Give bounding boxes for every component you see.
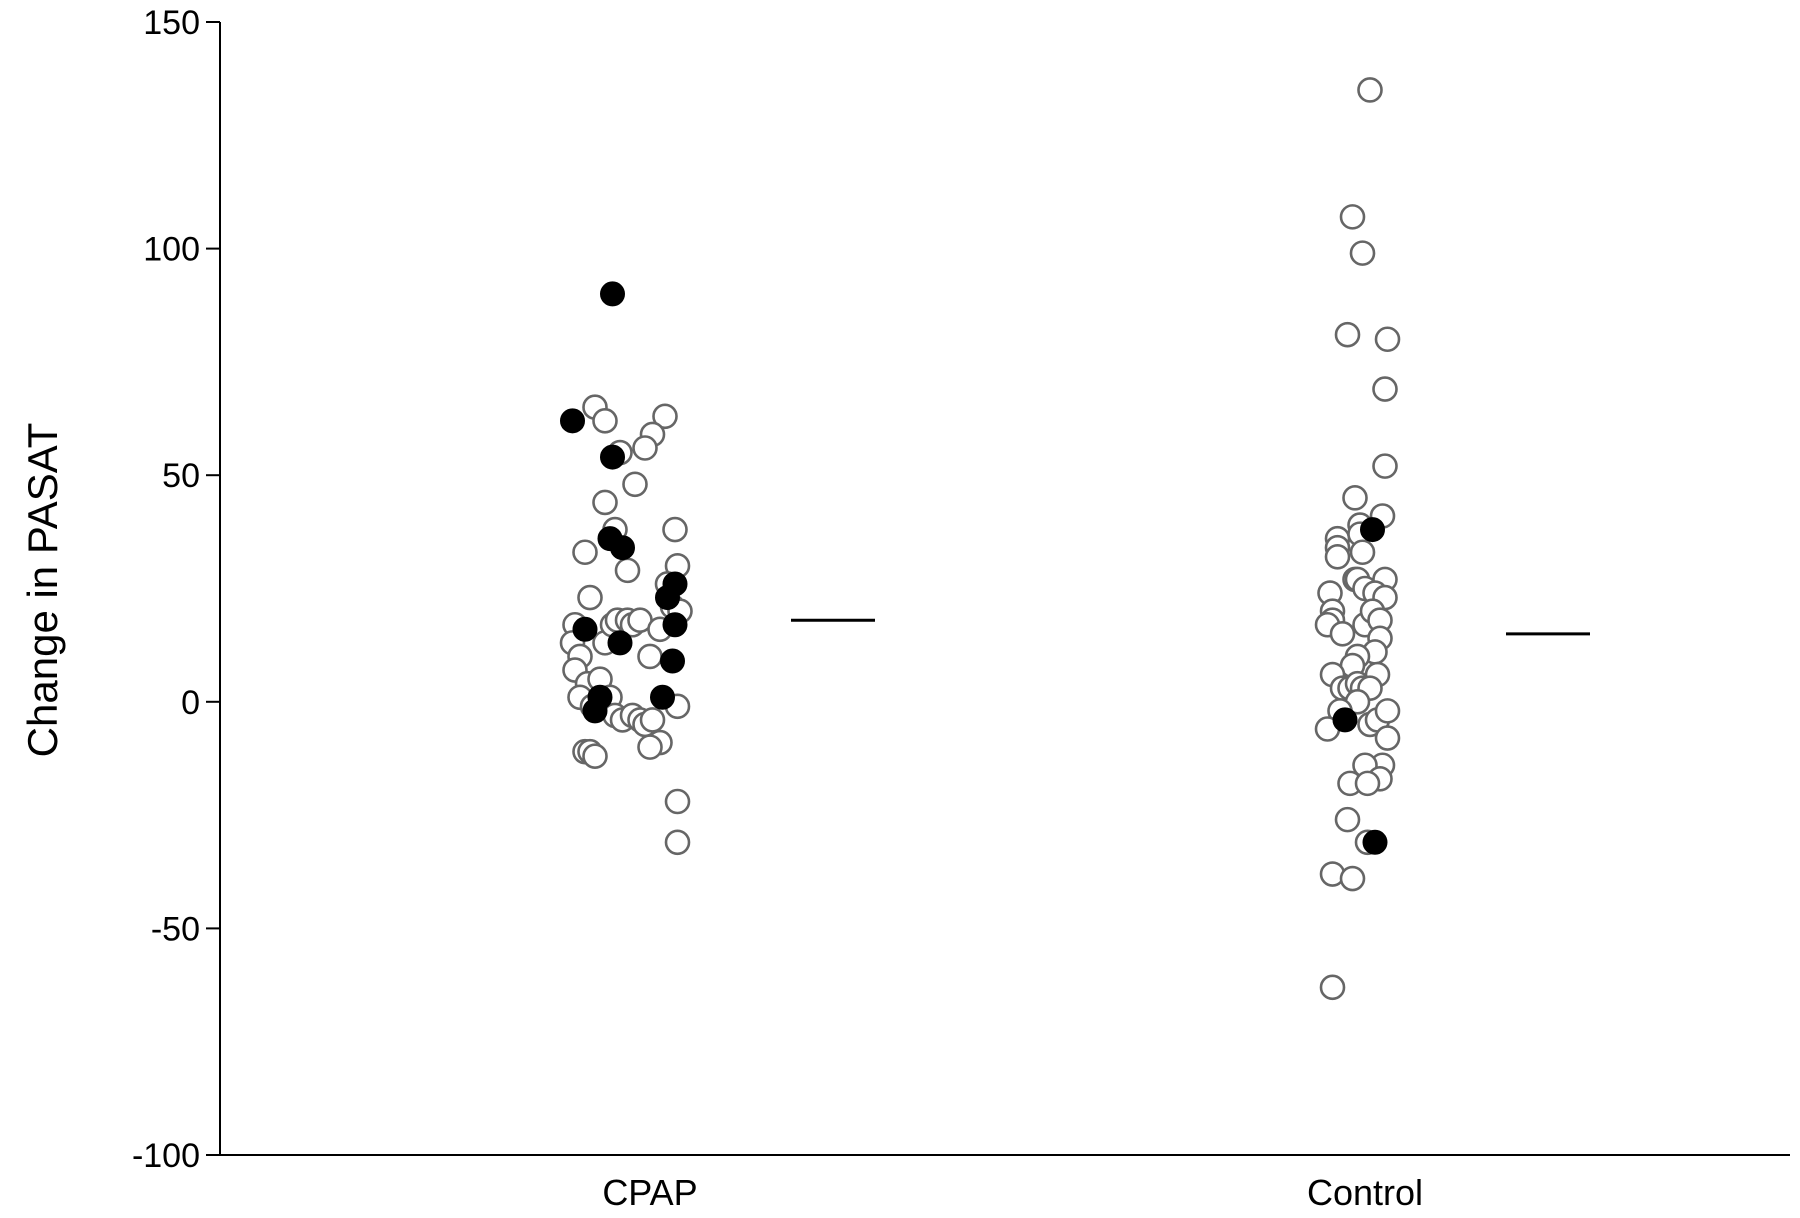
data-point-open [664,788,691,815]
data-point-open [1372,453,1398,479]
data-point-filled [1332,707,1358,733]
data-point-open [614,557,641,584]
data-point-open [1374,698,1401,724]
data-point-filled [607,630,633,656]
data-point-open [1354,770,1381,797]
data-point-filled [600,281,625,307]
data-point-open [1349,539,1376,566]
data-point-filled [650,684,675,710]
x-category-label: CPAP [602,1172,697,1213]
data-point-open [639,707,666,733]
x-category-label: Control [1307,1172,1423,1213]
data-point-filled [600,444,625,470]
y-tick-label: 100 [143,231,200,269]
data-point-open [1339,865,1366,892]
data-point-open [592,408,618,434]
y-tick-label: 150 [143,4,200,42]
y-tick-label: 0 [181,684,200,722]
data-point-filled [655,585,680,611]
data-point-filled [582,698,608,724]
data-point-open [632,435,658,461]
y-tick-label: 50 [162,457,200,495]
data-point-open [1324,543,1351,570]
data-point-open [572,539,598,566]
data-points [559,77,1401,1001]
data-point-filled [1362,829,1388,855]
data-point-open [1329,621,1356,647]
data-point-open [652,403,678,430]
data-point-open [664,829,691,856]
data-point-open [1349,240,1376,266]
data-point-open [637,643,663,670]
y-tick-label: -50 [151,910,200,948]
group-means [791,618,1590,636]
data-point-filled [610,535,635,561]
data-point-open [582,743,608,769]
data-point-open [1374,725,1401,751]
y-axis-title: Change in PASAT [19,423,66,758]
data-point-open [592,489,618,516]
y-tick-label: -100 [132,1137,200,1175]
data-point-filled [560,408,585,434]
data-point-open [577,584,603,611]
data-point-open [1342,485,1368,511]
data-point-filled [1360,517,1385,543]
data-point-open [1357,77,1383,103]
data-point-open [622,471,648,498]
data-point-open [1334,806,1361,833]
data-point-open [1374,326,1401,353]
data-point-open [1319,974,1346,1001]
data-point-open [1339,204,1366,230]
data-point-open [637,734,663,760]
data-point-filled [572,616,598,642]
x-axis: CPAP Control [220,1154,1790,1213]
data-point-open [1372,376,1398,402]
data-point-open [1334,321,1361,348]
y-axis: -100 -50 0 50 100 150 [132,4,221,1175]
data-point-filled [662,612,688,638]
data-point-filled [660,648,685,674]
data-point-open [662,516,688,543]
